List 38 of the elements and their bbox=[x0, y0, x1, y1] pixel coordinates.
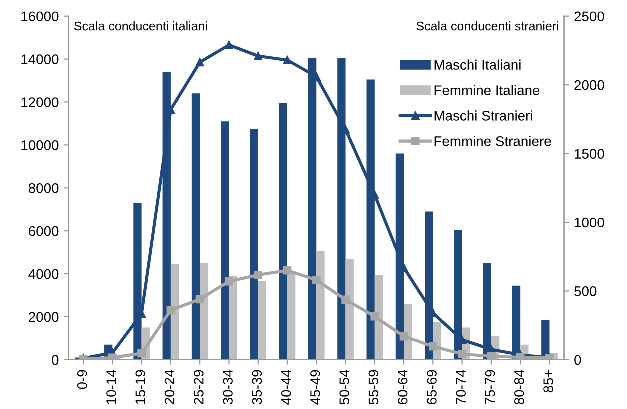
x-tick-label: 50-54 bbox=[340, 370, 350, 405]
y-tick-label: 12000 bbox=[22, 98, 59, 108]
y-tick-label: 6000 bbox=[29, 226, 59, 236]
y2-tick-label: 500 bbox=[574, 286, 597, 296]
x-tick-label: 30-34 bbox=[223, 370, 233, 405]
y2-tick-label: 1500 bbox=[575, 149, 604, 159]
x-tick-label: 25-29 bbox=[194, 370, 204, 404]
x-tick-label: 15-19 bbox=[136, 370, 146, 404]
y-tick-label: 0 bbox=[52, 355, 59, 366]
y-tick-label: 4000 bbox=[28, 269, 59, 280]
x-tick-label: 20-24 bbox=[164, 370, 175, 404]
legend-label: Maschi Italiani bbox=[434, 60, 521, 70]
y-tick-label: 8000 bbox=[28, 183, 59, 194]
legend-label: Maschi Stranieri bbox=[434, 110, 532, 121]
x-tick-label: 75-79 bbox=[485, 370, 496, 404]
x-tick-label: 80-84 bbox=[514, 370, 524, 405]
y2-axis-title: Scala conducenti stranieri bbox=[416, 22, 559, 31]
x-tick-label: 40-44 bbox=[281, 370, 292, 405]
y2-tick-label: 0 bbox=[574, 355, 582, 366]
x-tick-label: 70-74 bbox=[456, 370, 466, 404]
y-tick-label: 10000 bbox=[22, 140, 59, 150]
y-axis-title: Scala conducenti italiani bbox=[74, 22, 208, 31]
y-tick-label: 14000 bbox=[22, 54, 59, 64]
y-tick-label: 2000 bbox=[29, 312, 59, 322]
y2-tick-label: 2500 bbox=[574, 12, 604, 22]
y2-tick-label: 1000 bbox=[575, 218, 604, 228]
y2-tick-label: 2000 bbox=[574, 80, 604, 90]
legend-label: Femmine Italiane bbox=[434, 85, 540, 96]
x-tick-label: 60-64 bbox=[398, 370, 408, 404]
legend-label: Femmine Straniere bbox=[434, 136, 552, 146]
x-tick-label: 35-39 bbox=[252, 370, 262, 405]
x-tick-label: 65-69 bbox=[427, 370, 437, 404]
x-tick-label: 0-9 bbox=[77, 370, 88, 390]
y-tick-label: 16000 bbox=[22, 12, 59, 22]
x-tick-label: 10-14 bbox=[106, 370, 116, 404]
x-tick-label: 85+ bbox=[544, 370, 554, 393]
x-tick-label: 45-49 bbox=[310, 370, 320, 405]
x-tick-label: 55-59 bbox=[368, 370, 379, 405]
